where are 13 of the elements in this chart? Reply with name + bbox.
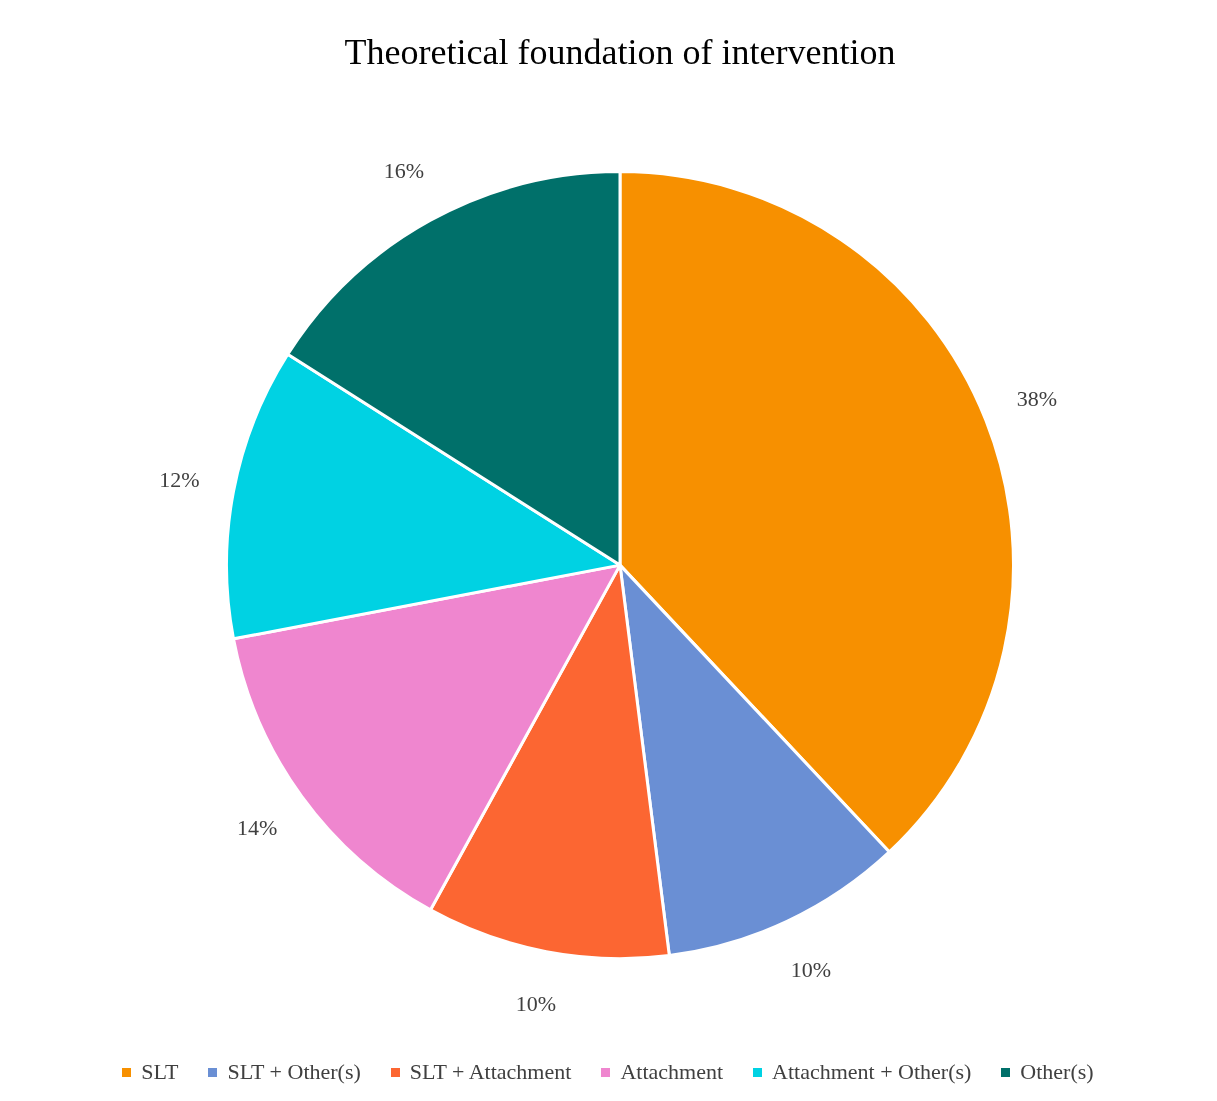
legend-label: SLT <box>141 1059 179 1085</box>
data-label: 14% <box>236 814 278 840</box>
legend-label: SLT + Other(s) <box>227 1059 361 1085</box>
data-label: 10% <box>790 956 832 982</box>
chart-title: Theoretical foundation of intervention <box>344 32 896 73</box>
legend-label: Attachment + Other(s) <box>772 1059 972 1085</box>
legend-label: Other(s) <box>1020 1059 1094 1085</box>
legend-label: SLT + Attachment <box>409 1059 572 1085</box>
data-label: 38% <box>1016 385 1058 411</box>
data-label: 10% <box>515 991 557 1017</box>
data-label: 12% <box>159 466 200 492</box>
data-label: 16% <box>383 157 425 183</box>
legend-label: Attachment <box>620 1059 724 1085</box>
